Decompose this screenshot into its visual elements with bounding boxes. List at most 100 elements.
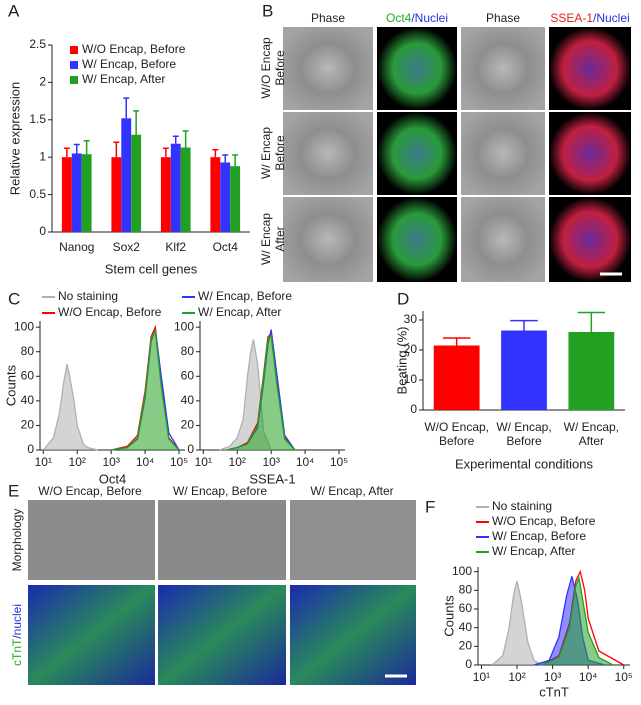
phase-image: [461, 197, 545, 282]
x-tick-label: W/ Encap, Before: [496, 420, 551, 448]
error-bar: [123, 97, 130, 119]
y-axis-label: Beating (%): [394, 327, 409, 395]
phase-image: [283, 197, 373, 282]
bar: [111, 157, 122, 232]
bar: [71, 153, 82, 232]
legend-swatch: [70, 76, 78, 84]
y-tick-label: 20: [181, 418, 195, 432]
bar: [501, 330, 547, 410]
image-panels: [28, 27, 631, 685]
y-tick-label: 80: [181, 344, 195, 358]
ctnt-image: [158, 585, 286, 685]
legend-swatch: [70, 46, 78, 54]
y-tick-label: 20: [459, 639, 473, 653]
y-tick-label: 1.5: [29, 112, 46, 126]
column-header: SSEA-1/Nuclei: [550, 11, 629, 25]
x-tick-label: 10³: [544, 670, 561, 684]
row-label-part: W/O Encap: [259, 37, 273, 99]
histogram-curve: [226, 334, 296, 451]
phase-image: [283, 27, 373, 110]
column-header: W/ Encap, After: [310, 484, 393, 498]
y-tick-label: 2.5: [29, 37, 46, 51]
ctnt-image: [28, 585, 155, 685]
error-bar: [83, 139, 90, 155]
x-tick-label-part: Before: [439, 434, 475, 448]
x-tick-label: 10⁴: [136, 455, 155, 469]
legend-label: W/ Encap, Before: [492, 529, 586, 543]
x-tick-label: 10¹: [195, 455, 212, 469]
y-tick-label: 100: [452, 564, 472, 578]
x-tick-label: 10⁵: [615, 670, 633, 684]
ssea1-image: [549, 112, 631, 195]
bar: [433, 345, 480, 410]
legend-swatch: [70, 61, 78, 69]
row-label-part: /nuclei: [10, 604, 24, 639]
y-tick-label: 100: [174, 319, 194, 333]
error-bar: [222, 154, 229, 163]
x-axis-label: Oct4: [99, 471, 126, 486]
histogram-curve: [42, 363, 98, 451]
error-bar: [510, 319, 538, 331]
row-label-part: Before: [273, 135, 287, 171]
oct4-image: [377, 197, 457, 282]
y-tick-label: 20: [404, 342, 418, 356]
ssea1-image: [549, 197, 631, 282]
bar: [568, 332, 615, 410]
x-tick-label: 10²: [69, 455, 86, 469]
y-tick-label: 40: [181, 393, 195, 407]
x-tick-label: 10³: [102, 455, 119, 469]
panel-letter: D: [397, 289, 409, 308]
y-tick-label: 80: [21, 344, 35, 358]
x-tick-label: Sox2: [113, 240, 141, 254]
y-axis-label: Counts: [441, 595, 456, 637]
x-tick-label: W/ Encap, After: [564, 420, 619, 448]
row-label: W/ EncapBefore: [259, 127, 287, 179]
legend-label: W/ Encap, Before: [198, 289, 292, 303]
row-label: W/ EncapAfter: [259, 213, 287, 265]
row-label-part: Morphology: [10, 509, 24, 572]
column-header-part: Phase: [311, 11, 345, 25]
morphology-image: [28, 500, 155, 580]
column-header-part: /Nuclei: [593, 11, 630, 25]
row-label-part: After: [273, 226, 287, 251]
x-tick-label: Oct4: [213, 240, 239, 254]
bar: [220, 162, 231, 232]
morphology-image: [158, 500, 286, 580]
column-header: W/ Encap, Before: [173, 484, 267, 498]
legend-label: W/O Encap, Before: [492, 514, 596, 528]
column-header: Oct4/Nuclei: [386, 11, 448, 25]
bar: [210, 157, 221, 232]
legend-label: No staining: [58, 289, 118, 303]
row-label-part: W/ Encap: [259, 213, 273, 265]
y-tick-label: 1: [39, 149, 46, 163]
bar: [131, 134, 142, 232]
y-tick-label: 0: [410, 402, 417, 416]
panel-letter: E: [8, 481, 19, 500]
error-bar: [162, 147, 169, 158]
error-bar: [172, 135, 179, 144]
x-tick-label-part: W/O Encap,: [424, 420, 489, 434]
x-tick-label-part: Before: [506, 434, 542, 448]
column-header: W/O Encap, Before: [38, 484, 142, 498]
x-tick-label: 10²: [229, 455, 246, 469]
x-tick-label: 10⁵: [330, 455, 348, 469]
legend-label: No staining: [492, 499, 552, 513]
x-tick-label: 10⁴: [296, 455, 315, 469]
column-header-part: Oct4: [386, 11, 412, 25]
y-tick-label: 100: [14, 319, 34, 333]
error-bar: [73, 143, 80, 154]
bar: [121, 118, 132, 232]
column-header: Phase: [311, 11, 345, 25]
x-tick-label: 10¹: [473, 670, 490, 684]
histogram-curve: [491, 580, 543, 666]
error-bar: [577, 311, 606, 332]
row-label: W/O EncapBefore: [259, 37, 287, 99]
column-header-part: Phase: [486, 11, 520, 25]
ctnt-image: [290, 585, 416, 685]
bar: [160, 157, 171, 232]
y-tick-label: 60: [181, 368, 195, 382]
x-tick-label: 10²: [508, 670, 525, 684]
oct4-image: [377, 27, 457, 110]
bar: [170, 143, 181, 232]
legend-label: W/ Encap, Before: [82, 57, 176, 71]
